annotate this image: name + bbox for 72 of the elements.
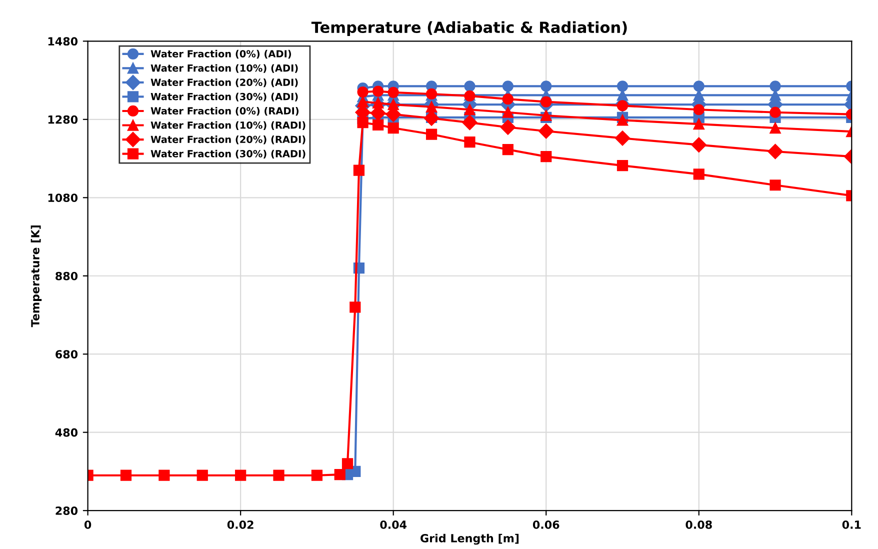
point [311,470,323,481]
point [353,164,365,176]
point [502,80,514,92]
point [770,180,781,191]
point [540,96,552,108]
y-tick-label: 1280 [48,115,78,124]
x-tick-label: 0.08 [686,520,712,529]
y-tick-label: 680 [56,350,78,358]
point [357,96,368,108]
point [502,106,514,118]
point [120,470,132,481]
legend-label: Water Fraction (0%) (ADI) [150,50,292,59]
x-axis-title: Grid Length [m] [420,534,519,545]
point [616,160,628,172]
legend-label: Water Fraction (30%) (RADI) [150,150,306,158]
x-tick-label: 0.02 [227,520,254,529]
point [502,94,514,105]
point [350,302,361,313]
legend-label: Water Fraction (0%) (RADI) [150,107,298,116]
point [273,470,284,481]
y-tick-label: 880 [56,272,78,280]
point [693,104,704,116]
point [768,144,783,160]
point [357,86,368,98]
point [770,106,781,118]
point [334,469,346,480]
point [540,151,552,162]
point [693,80,704,92]
x-tick-label: 0 [84,520,92,529]
point [540,80,552,92]
y-tick-label: 1080 [48,194,78,202]
x-tick-label: 0.06 [532,520,560,529]
chart-title: Temperature (Adiabatic & Radiation) [311,21,627,36]
legend-label: Water Fraction (30%) (ADI) [150,92,298,102]
y-tick-label: 280 [56,506,78,515]
point [616,114,628,126]
y-tick-label: 1480 [48,37,78,46]
point [158,470,170,481]
point [464,104,476,116]
point [770,80,781,92]
point [388,86,399,98]
point [502,144,514,156]
point [196,470,208,481]
point [691,137,706,152]
point [770,122,781,134]
point [372,119,384,130]
point [426,101,438,112]
x-tick-label: 0.1 [842,520,861,529]
point [388,122,399,134]
point [616,80,628,92]
point [372,86,384,97]
point [426,128,438,140]
point [342,458,354,470]
point [538,124,554,139]
point [500,120,516,135]
point [424,110,440,126]
legend-label: Water Fraction (10%) (ADI) [150,64,298,73]
legend-label: Water Fraction (10%) (RADI) [150,121,306,130]
point [462,114,478,130]
legend-label: Water Fraction (20%) (RADI) [150,136,306,144]
point [616,100,628,112]
point [464,80,476,92]
y-tick-label: 480 [55,428,78,437]
point [614,130,630,146]
point [357,116,368,128]
y-axis-title: Temperature [K] [30,226,42,328]
point [235,470,246,481]
point [693,168,704,180]
point [464,136,476,148]
x-tick-label: 0.04 [380,520,407,529]
legend-label: Water Fraction (20%) (ADI) [150,78,298,88]
point [693,118,704,130]
